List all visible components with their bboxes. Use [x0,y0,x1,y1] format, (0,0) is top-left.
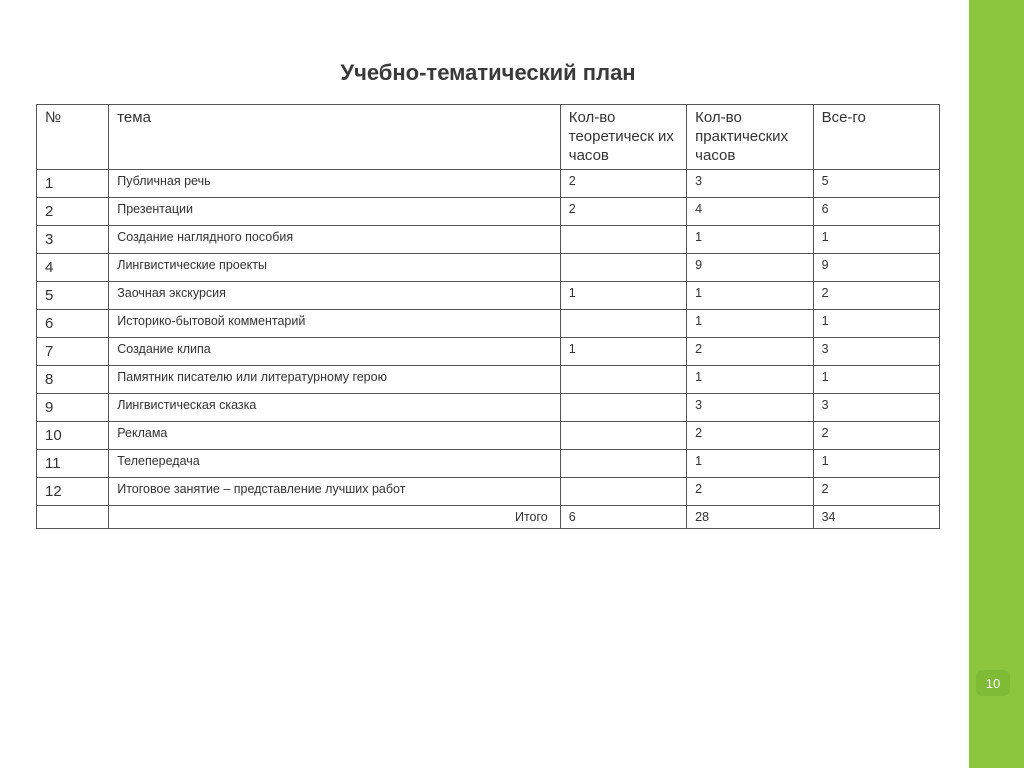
table-row: 4Лингвистические проекты 99 [37,254,940,282]
cell-theory [560,394,686,422]
cell-theory: 6 [560,506,686,529]
cell-practice: 3 [687,394,813,422]
table-row: 2Презентации246 [37,198,940,226]
cell-topic: Реклама [109,422,561,450]
cell-number: 9 [37,394,109,422]
cell-total: 2 [813,478,939,506]
cell-topic: Лингвистические проекты [109,254,561,282]
cell-number: 3 [37,226,109,254]
cell-topic: Итоговое занятие – представление лучших … [109,478,561,506]
cell-number: 5 [37,282,109,310]
col-header-number: № [37,105,109,170]
cell-totals-label: Итого [109,506,561,529]
table-totals-row: Итого62834 [37,506,940,529]
page-number: 10 [986,676,1000,691]
cell-theory [560,310,686,338]
cell-theory [560,254,686,282]
cell-number: 8 [37,366,109,394]
table-row: 3Создание наглядного пособия 11 [37,226,940,254]
table-row: 12Итоговое занятие – представление лучши… [37,478,940,506]
table-row: 9Лингвистическая сказка 33 [37,394,940,422]
col-header-theory: Кол-во теоретическ их часов [560,105,686,170]
cell-total: 1 [813,310,939,338]
cell-theory [560,366,686,394]
cell-total: 1 [813,450,939,478]
cell-total: 1 [813,226,939,254]
cell-topic: Заочная экскурсия [109,282,561,310]
col-header-practice: Кол-во практических часов [687,105,813,170]
col-header-total: Все-го [813,105,939,170]
table-row: 5Заочная экскурсия112 [37,282,940,310]
curriculum-table: № тема Кол-во теоретическ их часов Кол-в… [36,104,940,529]
cell-topic: Презентации [109,198,561,226]
slide-content: Учебно-тематический план № тема Кол-во т… [36,60,940,529]
cell-total: 2 [813,282,939,310]
cell-number: 1 [37,170,109,198]
table-row: 11Телепередача11 [37,450,940,478]
cell-number: 6 [37,310,109,338]
accent-stripe [969,0,1024,768]
cell-practice: 2 [687,478,813,506]
table-row: 6Историко-бытовой комментарий 11 [37,310,940,338]
table-row: 8Памятник писателю или литературному гер… [37,366,940,394]
cell-topic: Историко-бытовой комментарий [109,310,561,338]
cell-topic: Создание наглядного пособия [109,226,561,254]
cell-practice: 9 [687,254,813,282]
cell-practice: 2 [687,338,813,366]
col-header-topic: тема [109,105,561,170]
cell-total: 34 [813,506,939,529]
cell-total: 5 [813,170,939,198]
table-row: 7Создание клипа123 [37,338,940,366]
cell-theory [560,422,686,450]
cell-practice: 28 [687,506,813,529]
cell-topic: Публичная речь [109,170,561,198]
cell-total: 6 [813,198,939,226]
cell-theory: 1 [560,338,686,366]
cell-theory [560,226,686,254]
cell-total: 1 [813,366,939,394]
cell-practice: 3 [687,170,813,198]
cell-theory: 2 [560,198,686,226]
cell-theory: 1 [560,282,686,310]
cell-theory [560,450,686,478]
page-number-badge: 10 [976,670,1010,696]
cell-total: 3 [813,338,939,366]
cell-practice: 2 [687,422,813,450]
cell-practice: 1 [687,366,813,394]
cell-number: 10 [37,422,109,450]
cell-number [37,506,109,529]
cell-theory [560,478,686,506]
cell-topic: Лингвистическая сказка [109,394,561,422]
table-header-row: № тема Кол-во теоретическ их часов Кол-в… [37,105,940,170]
cell-number: 7 [37,338,109,366]
cell-practice: 4 [687,198,813,226]
cell-topic: Памятник писателю или литературному геро… [109,366,561,394]
cell-practice: 1 [687,226,813,254]
cell-number: 2 [37,198,109,226]
table-row: 10Реклама 22 [37,422,940,450]
cell-practice: 1 [687,282,813,310]
cell-theory: 2 [560,170,686,198]
page-title: Учебно-тематический план [36,60,940,86]
cell-total: 9 [813,254,939,282]
cell-practice: 1 [687,310,813,338]
cell-number: 4 [37,254,109,282]
cell-topic: Создание клипа [109,338,561,366]
cell-practice: 1 [687,450,813,478]
cell-topic: Телепередача [109,450,561,478]
cell-total: 2 [813,422,939,450]
table-row: 1Публичная речь235 [37,170,940,198]
cell-total: 3 [813,394,939,422]
cell-number: 12 [37,478,109,506]
cell-number: 11 [37,450,109,478]
